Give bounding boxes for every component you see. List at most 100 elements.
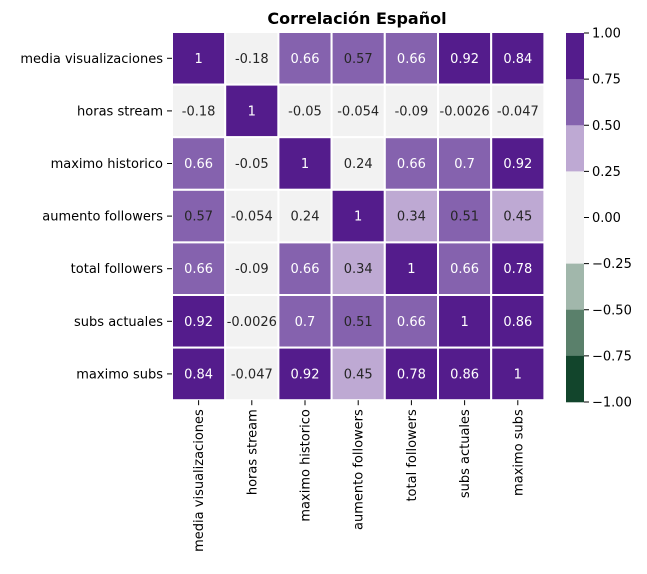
cell-value-label: -0.0026 (440, 104, 490, 119)
cell-value-label: 1 (248, 104, 256, 119)
colorbar-tick-label: 0.25 (592, 165, 621, 180)
heatmap-cell (224, 188, 280, 244)
cell-value-label: 1 (301, 157, 309, 172)
colorbar-tick-label: −0.50 (592, 303, 632, 318)
cell-value-label: -0.18 (235, 52, 269, 67)
colorbar-band (566, 217, 584, 264)
cell-value-label: 0.86 (503, 315, 532, 330)
x-tick-label: aumento followers (352, 409, 367, 530)
heatmap-cell (437, 346, 493, 402)
cell-value-label: -0.18 (182, 104, 216, 119)
heatmap-cell (277, 346, 333, 402)
heatmap-cell (383, 136, 439, 191)
cell-value-label: 0.66 (397, 52, 426, 67)
heatmap-cell (383, 83, 439, 139)
cell-value-label: 0.92 (291, 367, 320, 382)
heatmap-cell (437, 188, 493, 244)
cell-value-label: 0.51 (450, 210, 479, 225)
cell-value-label: -0.047 (231, 367, 273, 382)
heatmap-cell (277, 83, 333, 139)
cell-value-label: 0.57 (344, 52, 373, 67)
cell-value-label: -0.09 (395, 104, 429, 119)
colorbar-tick-label: −0.75 (592, 349, 632, 364)
colorbar-band (566, 33, 584, 80)
cell-value-label: 0.66 (397, 315, 426, 330)
cell-value-label: 0.45 (503, 210, 532, 225)
cell-value-label: 1 (514, 367, 522, 382)
y-tick-label: aumento followers (42, 210, 163, 225)
colorbar-band (566, 125, 584, 172)
x-tick-label: media visualizaciones (192, 409, 207, 552)
cell-value-label: -0.09 (235, 262, 269, 277)
colorbar-band (566, 171, 584, 218)
cell-value-label: 0.92 (184, 315, 213, 330)
cell-value-label: 0.78 (397, 367, 426, 382)
cell-value-label: -0.05 (235, 157, 269, 172)
colorbar-band (566, 79, 584, 126)
heatmap-cell (277, 136, 333, 191)
heatmap-cell (490, 294, 546, 349)
cell-value-label: 0.45 (344, 367, 373, 382)
heatmap-cell (224, 136, 280, 191)
colorbar-tick-label: 0.00 (592, 211, 621, 226)
cell-value-label: 1 (194, 52, 202, 67)
cell-value-label: -0.0026 (227, 315, 277, 330)
colorbar-band (566, 355, 584, 403)
heatmap-cell (437, 31, 493, 86)
cell-value-label: 0.78 (503, 262, 532, 277)
x-tick-label: total followers (405, 409, 420, 502)
cell-value-label: -0.054 (231, 210, 273, 225)
y-axis-labels: media visualizaciones horas stream maximo … (20, 52, 172, 382)
cell-value-label: 0.84 (503, 52, 532, 67)
heatmap-cell (490, 346, 546, 402)
cell-value-label: 0.84 (184, 367, 213, 382)
heatmap-cell (277, 241, 333, 296)
cell-value-label: 1 (460, 315, 468, 330)
y-tick-label: total followers (71, 262, 164, 277)
colorbar-tick-label: −1.00 (592, 396, 632, 411)
cell-value-label: 0.24 (291, 210, 320, 225)
heatmap-cell (437, 136, 493, 191)
y-tick-label: media visualizaciones (20, 52, 163, 67)
cell-value-label: 0.66 (184, 157, 213, 172)
y-tick-label: maximo subs (76, 367, 163, 382)
cell-value-label: 0.66 (291, 52, 320, 67)
cell-value-label: -0.05 (288, 104, 322, 119)
y-tick-label: horas stream (77, 104, 163, 119)
cell-value-label: -0.054 (337, 104, 379, 119)
colorbar-tick-label: 0.75 (592, 73, 621, 88)
x-tick-label: maximo subs (511, 409, 526, 496)
cell-value-label: 0.34 (397, 210, 426, 225)
cell-value-label: 0.7 (295, 315, 316, 330)
cell-value-label: 0.92 (503, 157, 532, 172)
chart-title: Correlación Español (267, 9, 446, 28)
cell-value-label: 0.66 (397, 157, 426, 172)
colorbar-tick-label: 0.50 (592, 119, 621, 134)
cell-value-label: 0.24 (344, 157, 373, 172)
cell-value-label: 1 (407, 262, 415, 277)
cell-value-label: 0.92 (450, 52, 479, 67)
colorbar: 1.00 0.75 0.50 0.25 0.00 −0.25 −0.50 −0.75 −1.00 (566, 27, 632, 411)
cell-value-label: 0.7 (454, 157, 475, 172)
colorbar-band (566, 263, 584, 311)
heatmap-cell (224, 294, 280, 349)
x-axis-labels: media visualizaciones horas stream maximo … (192, 400, 526, 552)
cell-value-label: -0.047 (497, 104, 539, 119)
heatmap-cells: 1 -0.18 0.66 0.57 0.66 0.92 0.84 -0.18 1 -0.05 -0.… (171, 31, 546, 402)
cell-value-label: 0.57 (184, 210, 213, 225)
heatmap-cell (171, 241, 227, 296)
cell-value-label: 0.86 (450, 367, 479, 382)
colorbar-tick-label: 1.00 (592, 27, 621, 42)
cell-value-label: 0.66 (450, 262, 479, 277)
cell-value-label: 0.51 (344, 315, 373, 330)
cell-value-label: 0.34 (344, 262, 373, 277)
heatmap-cell (490, 136, 546, 191)
y-tick-label: maximo historico (51, 157, 163, 172)
heatmap-cell (171, 294, 227, 349)
cell-value-label: 0.66 (291, 262, 320, 277)
cell-value-label: 1 (354, 210, 362, 225)
colorbar-tick-label: −0.25 (592, 257, 632, 272)
x-tick-label: horas stream (245, 409, 260, 495)
heatmap-cell (330, 346, 386, 402)
